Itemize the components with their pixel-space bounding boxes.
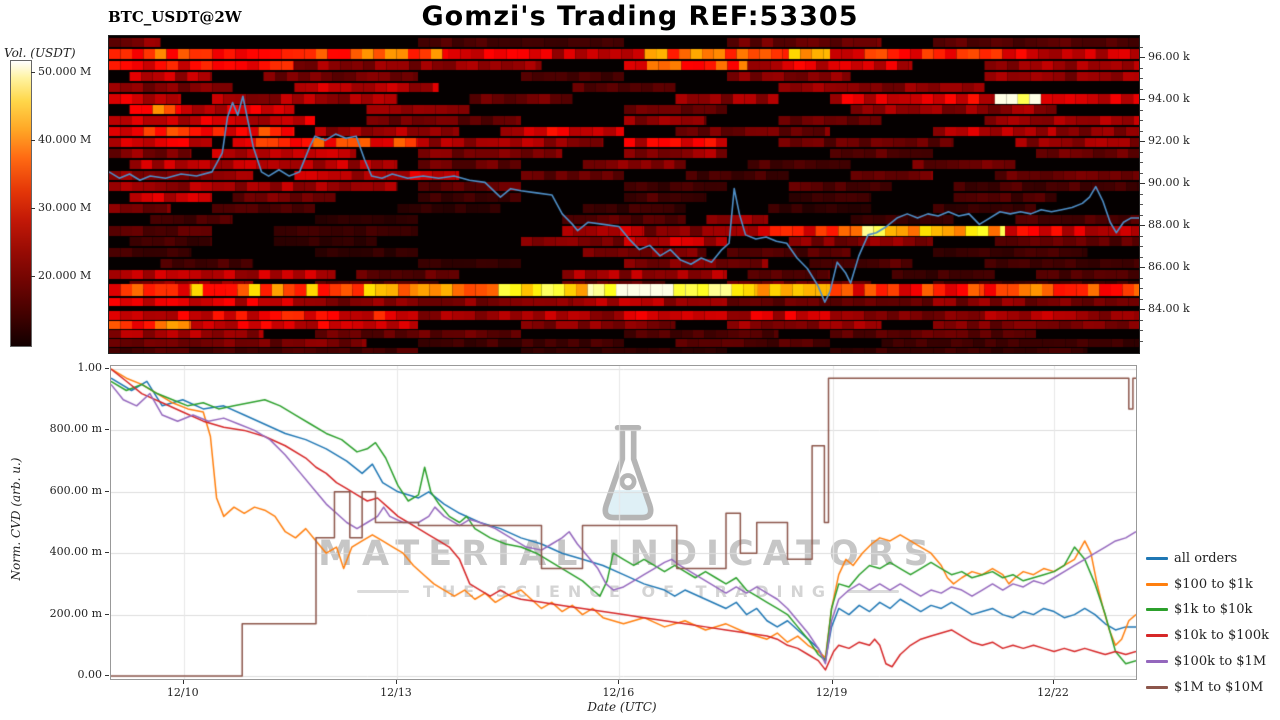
date-tick-label: 12/22 (1037, 686, 1069, 699)
cvd-y-axis-tick (105, 368, 109, 369)
volume-heatmap-panel (108, 35, 1140, 354)
date-axis-tick (831, 680, 833, 684)
legend-swatch-0 (1146, 557, 1168, 560)
price-axis-tick (1140, 99, 1145, 101)
price-axis-minor-tick (1140, 340, 1143, 342)
cvd-y-tick-label: 1.00 (77, 361, 103, 374)
price-axis-minor-tick (1140, 120, 1143, 122)
legend-swatch-4 (1146, 659, 1168, 663)
price-axis-tick (1140, 267, 1145, 269)
cvd-y-axis-tick (105, 490, 109, 492)
price-axis-minor-tick (1140, 46, 1143, 48)
colorbar-tick (31, 72, 35, 73)
volume-colorbar (10, 60, 32, 347)
date-axis-title: Date (UTC) (587, 700, 657, 714)
price-tick-label: 84.00 k (1148, 302, 1190, 316)
cvd-y-axis-title: Norm. CVD (arb. u.) (9, 457, 23, 581)
price-axis-minor-tick (1140, 204, 1143, 206)
colorbar-tick (31, 140, 35, 141)
legend-item-0: all orders (1174, 551, 1238, 566)
date-tick-label: 12/13 (380, 686, 412, 699)
price-axis-tick (1140, 309, 1145, 311)
legend-item-1: $100 to $1k (1174, 576, 1253, 592)
colorbar-tick-label: 40.000 M (38, 133, 92, 146)
legend-item-2: $1k to $10k (1174, 602, 1253, 618)
cvd-y-axis-tick (105, 552, 109, 554)
colorbar-tick (31, 276, 35, 277)
price-tick-label: 86.00 k (1148, 260, 1190, 274)
price-tick-label: 88.00 k (1148, 218, 1190, 232)
price-axis-tick (1140, 183, 1145, 185)
cvd-y-axis-tick (105, 613, 109, 615)
price-axis-tick (1140, 141, 1145, 143)
price-axis-tick (1140, 225, 1145, 227)
cvd-y-axis-tick (105, 675, 109, 676)
cvd-y-tick-label: 0.00 (77, 668, 103, 681)
price-axis-minor-tick (1140, 319, 1143, 321)
price-tick-label: 94.00 k (1148, 92, 1190, 106)
cvd-chart-canvas (111, 366, 1136, 679)
symbol-label: BTC_USDT@2W (108, 8, 242, 26)
price-axis-minor-tick (1140, 288, 1143, 290)
cvd-y-tick-label: 600.00 m (49, 483, 102, 497)
price-axis-minor-tick (1140, 172, 1143, 174)
cvd-y-axis-tick (105, 429, 109, 431)
date-axis-tick (1053, 680, 1054, 684)
legend-item-4: $100k to $1M (1174, 653, 1267, 669)
cvd-y-tick-label: 800.00 m (49, 422, 102, 436)
price-axis-tick (1140, 57, 1145, 59)
price-axis-minor-tick (1140, 330, 1143, 332)
volume-heatmap-canvas (109, 36, 1139, 353)
price-axis-minor-tick (1140, 109, 1143, 111)
legend-item-3: $10k to $100k (1174, 628, 1269, 644)
date-tick-label: 12/16 (602, 686, 635, 699)
legend-swatch-5 (1146, 685, 1168, 689)
price-axis-minor-tick (1140, 67, 1143, 69)
price-axis-minor-tick (1140, 246, 1143, 248)
legend-item-5: $1M to $10M (1174, 679, 1264, 695)
date-axis-tick (395, 680, 397, 684)
price-axis-minor-tick (1140, 235, 1143, 237)
cvd-y-tick-label: 400.00 m (49, 545, 102, 559)
price-tick-label: 96.00 k (1148, 50, 1190, 64)
price-axis-minor-tick (1140, 78, 1143, 80)
price-axis-minor-tick (1140, 162, 1143, 164)
price-axis-minor-tick (1140, 277, 1143, 279)
colorbar-tick-label: 50.000 M (38, 65, 92, 78)
date-tick-label: 12/10 (166, 686, 199, 699)
colorbar-tick-label: 30.000 M (38, 201, 92, 214)
price-tick-label: 92.00 k (1148, 134, 1190, 148)
date-tick-label: 12/19 (815, 686, 848, 699)
cvd-chart-panel: MATERIAL INDICATORS THE SCIENCE OF TRADI… (110, 365, 1137, 680)
price-axis-minor-tick (1140, 214, 1143, 216)
colorbar-tick-label: 20.000 M (38, 269, 92, 282)
legend-swatch-2 (1146, 608, 1168, 612)
price-axis-title: Price (USDT) (1199, 140, 1280, 260)
legend-swatch-1 (1146, 582, 1168, 586)
date-axis-tick (182, 680, 184, 684)
colorbar-tick (31, 208, 35, 209)
price-axis-minor-tick (1140, 88, 1143, 90)
page-title: Gomzi's Trading REF:53305 (421, 1, 859, 32)
price-axis-minor-tick (1140, 193, 1143, 195)
price-axis-minor-tick (1140, 130, 1143, 132)
price-axis-minor-tick (1140, 256, 1143, 258)
date-axis-tick (618, 680, 620, 684)
price-axis-minor-tick (1140, 298, 1143, 300)
legend-swatch-3 (1146, 634, 1168, 638)
price-axis-minor-tick (1140, 151, 1143, 153)
price-tick-label: 90.00 k (1148, 176, 1190, 190)
cvd-y-tick-label: 200.00 m (49, 606, 102, 620)
colorbar-axis-title: Vol. (USDT) (4, 46, 76, 60)
